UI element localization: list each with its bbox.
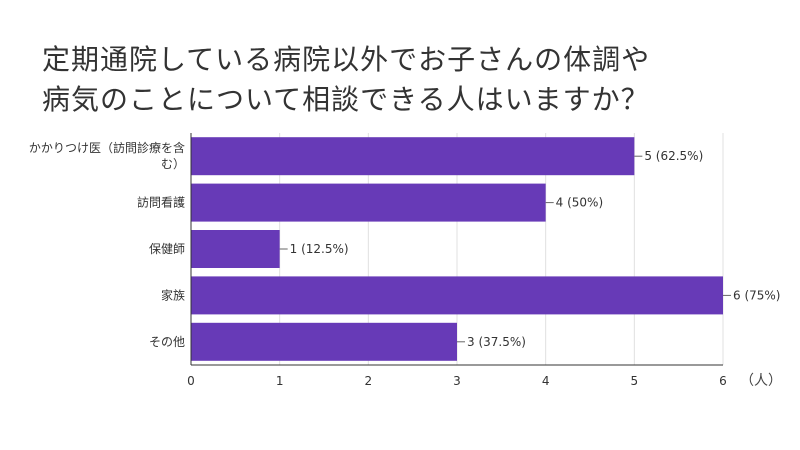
category-label: その他	[149, 335, 185, 349]
data-label: 1 (12.5%)	[290, 242, 349, 256]
x-axis-unit-label: （人）	[740, 373, 782, 389]
bar	[191, 322, 457, 361]
category-label: 家族	[161, 287, 185, 302]
data-label: 4 (50%)	[556, 196, 603, 210]
data-label: 5 (62.5%)	[644, 149, 703, 163]
chart-title-line-1: 定期通院している病院以外でお子さんの体調や	[42, 43, 651, 76]
data-label: 3 (37.5%)	[467, 335, 526, 349]
bar	[191, 276, 723, 315]
x-tick-label: 6	[719, 374, 727, 388]
chart-title-line-2: 病気のことについて相談できる人はいますか？	[42, 83, 650, 116]
x-tick-label: 1	[276, 374, 284, 388]
category-label: む）	[161, 157, 185, 171]
category-label: 訪問看護	[137, 195, 185, 210]
x-tick-label: 0	[187, 374, 195, 388]
x-tick-label: 3	[453, 374, 461, 388]
bar	[191, 137, 635, 176]
x-tick-label: 2	[365, 374, 373, 388]
bar	[191, 183, 546, 222]
category-label: かかりつけ医（訪問診療を含	[29, 140, 185, 155]
category-label: 保健師	[149, 242, 185, 256]
bar	[191, 230, 280, 268]
data-label: 6 (75%)	[733, 288, 780, 302]
x-tick-label: 5	[631, 374, 639, 388]
x-tick-label: 4	[542, 374, 550, 388]
chart-title: 定期通院している病院以外でお子さんの体調や 病気のことについて相談できる人はいま…	[42, 40, 782, 120]
